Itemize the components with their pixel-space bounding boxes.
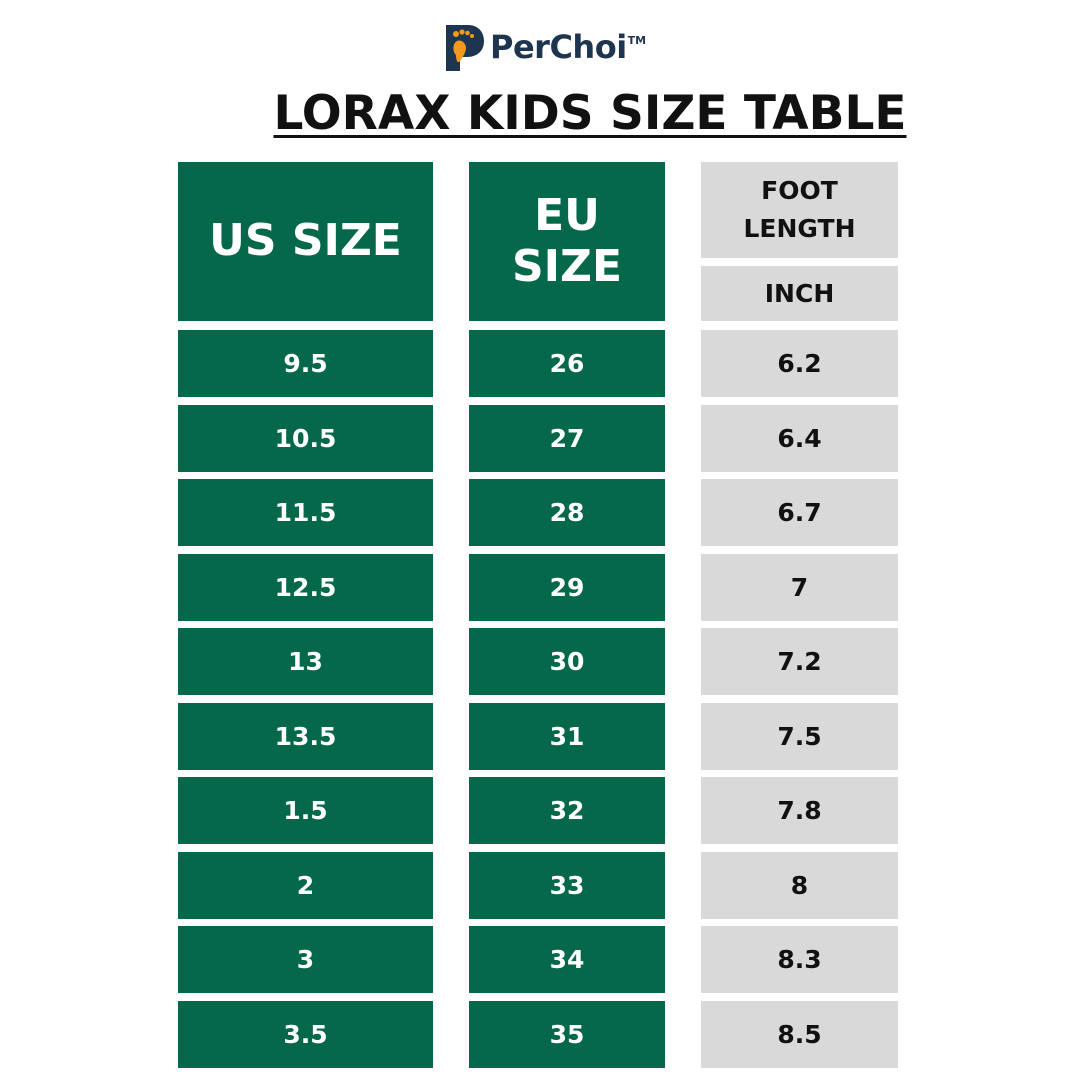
eu-size-cell: 29 xyxy=(469,554,665,621)
us-size-cell: 2 xyxy=(178,852,433,919)
foot-length-cell-value: 7.8 xyxy=(777,796,822,825)
foot-length-cell: 7.5 xyxy=(701,703,898,770)
us-size-cell: 3.5 xyxy=(178,1001,433,1068)
us-size-cell-value: 10.5 xyxy=(274,424,337,453)
foot-length-cell-value: 6.4 xyxy=(777,424,822,453)
eu-size-cell: 35 xyxy=(469,1001,665,1068)
us-size-cell: 13.5 xyxy=(178,703,433,770)
us-size-cell-value: 3.5 xyxy=(283,1020,328,1049)
eu-size-cell: 27 xyxy=(469,405,665,472)
us-size-cell: 11.5 xyxy=(178,479,433,546)
header-us-size-label: US SIZE xyxy=(209,215,402,267)
eu-size-cell-value: 30 xyxy=(549,647,585,676)
us-size-cell: 10.5 xyxy=(178,405,433,472)
foot-length-cell: 7 xyxy=(701,554,898,621)
eu-size-cell-value: 32 xyxy=(549,796,585,825)
foot-p-logo-icon xyxy=(446,25,484,71)
us-size-cell-value: 2 xyxy=(296,871,315,900)
foot-length-cell-value: 8.5 xyxy=(777,1020,822,1049)
eu-size-cell-value: 34 xyxy=(549,945,585,974)
foot-length-cell: 8.3 xyxy=(701,926,898,993)
foot-length-cell-value: 8.3 xyxy=(777,945,822,974)
brand-logo-group: PerChoi TM xyxy=(442,20,646,74)
foot-length-cell-value: 6.2 xyxy=(777,349,822,378)
eu-size-cell: 28 xyxy=(469,479,665,546)
header-eu-size: EU SIZE xyxy=(469,162,665,321)
eu-size-cell-value: 27 xyxy=(549,424,585,453)
brand-name: PerChoi xyxy=(490,28,627,66)
eu-size-cell: 33 xyxy=(469,852,665,919)
header-foot-length: FOOT LENGTH xyxy=(701,162,898,258)
foot-length-cell: 6.7 xyxy=(701,479,898,546)
foot-length-cell-value: 7.5 xyxy=(777,722,822,751)
foot-length-cell: 8.5 xyxy=(701,1001,898,1068)
us-size-cell: 13 xyxy=(178,628,433,695)
us-size-cell: 12.5 xyxy=(178,554,433,621)
foot-length-cell: 7.8 xyxy=(701,777,898,844)
us-size-cell: 3 xyxy=(178,926,433,993)
header-eu-line1: EU xyxy=(534,189,600,241)
foot-length-cell: 8 xyxy=(701,852,898,919)
us-size-cell-value: 13 xyxy=(288,647,323,676)
us-size-cell-value: 1.5 xyxy=(283,796,328,825)
foot-length-cell-value: 6.7 xyxy=(777,498,822,527)
eu-size-cell: 30 xyxy=(469,628,665,695)
header-unit-label: INCH xyxy=(764,279,835,308)
us-size-cell: 9.5 xyxy=(178,330,433,397)
eu-size-cell: 26 xyxy=(469,330,665,397)
header-unit-inch: INCH xyxy=(701,266,898,321)
eu-size-cell-value: 31 xyxy=(549,722,585,751)
eu-size-cell-value: 35 xyxy=(549,1020,585,1049)
foot-length-cell: 6.4 xyxy=(701,405,898,472)
header-us-size: US SIZE xyxy=(178,162,433,321)
brand-trademark: TM xyxy=(627,34,647,47)
eu-size-cell-value: 29 xyxy=(549,573,585,602)
foot-length-cell: 7.2 xyxy=(701,628,898,695)
eu-size-cell-value: 33 xyxy=(549,871,585,900)
us-size-cell-value: 9.5 xyxy=(283,349,328,378)
header-foot-line2: LENGTH xyxy=(743,214,856,243)
eu-size-cell: 34 xyxy=(469,926,665,993)
eu-size-cell: 32 xyxy=(469,777,665,844)
us-size-cell: 1.5 xyxy=(178,777,433,844)
us-size-cell-value: 13.5 xyxy=(274,722,337,751)
page-title: LORAX KIDS SIZE TABLE xyxy=(273,86,907,141)
us-size-cell-value: 11.5 xyxy=(274,498,337,527)
header-eu-line2: SIZE xyxy=(511,240,623,292)
eu-size-cell: 31 xyxy=(469,703,665,770)
foot-length-cell-value: 7 xyxy=(790,573,809,602)
eu-size-cell-value: 28 xyxy=(549,498,585,527)
foot-length-cell-value: 7.2 xyxy=(777,647,822,676)
us-size-cell-value: 12.5 xyxy=(274,573,337,602)
header-foot-line1: FOOT xyxy=(761,176,838,205)
foot-length-cell-value: 8 xyxy=(790,871,809,900)
us-size-cell-value: 3 xyxy=(296,945,315,974)
eu-size-cell-value: 26 xyxy=(549,349,585,378)
foot-length-cell: 6.2 xyxy=(701,330,898,397)
